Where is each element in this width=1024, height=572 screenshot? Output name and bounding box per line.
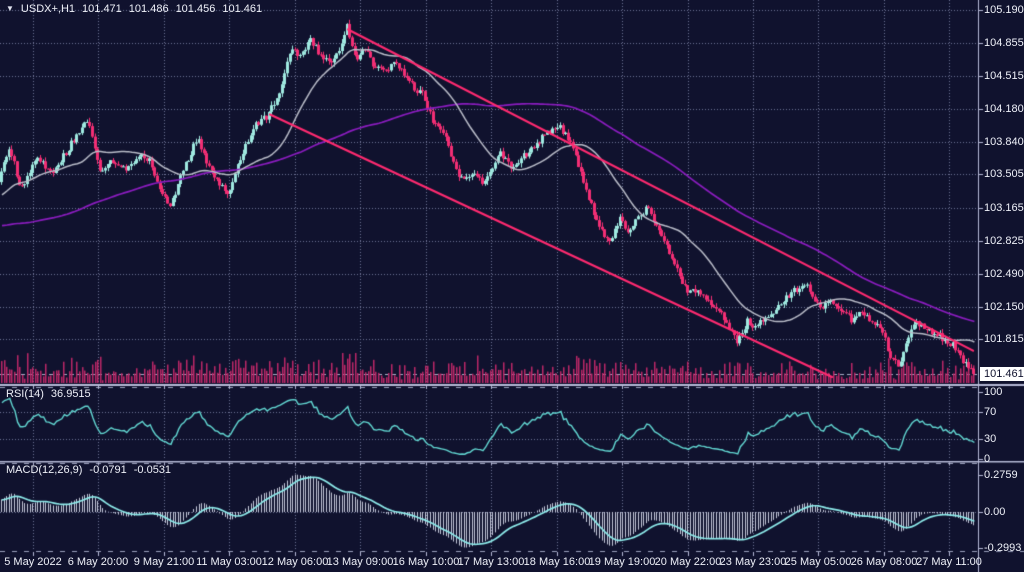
price-axis-label: 104.515 (984, 70, 1024, 82)
macd-indicator-label: MACD(12,26,9) -0.0791 -0.0531 (6, 464, 171, 476)
price-axis-label: 102.150 (984, 301, 1024, 313)
current-price-value: 101.461 (984, 368, 1024, 380)
symbol-dropdown-icon[interactable]: ▼ (6, 4, 14, 13)
ohlc-high: 101.486 (128, 3, 169, 15)
macd-name: MACD(12,26,9) (6, 464, 83, 476)
price-axis-label: 103.505 (984, 168, 1024, 180)
macd-value-2: -0.0531 (133, 464, 172, 476)
macd-axis-label: -0.2993 (984, 542, 1022, 554)
time-axis-label: 17 May 13:00 (457, 556, 525, 568)
price-axis-label: 102.490 (984, 268, 1024, 280)
price-axis-label: 103.840 (984, 136, 1024, 148)
rsi-indicator-label: RSI(14) 36.9515 (6, 388, 91, 400)
price-axis-label: 104.180 (984, 103, 1024, 115)
time-axis-label: 12 May 06:00 (261, 556, 329, 568)
time-axis-label: 23 May 23:00 (719, 556, 787, 568)
rsi-name: RSI(14) (6, 388, 44, 400)
time-axis-label: 19 May 19:00 (588, 556, 656, 568)
time-axis-label: 6 May 20:00 (67, 556, 129, 568)
time-axis-label: 11 May 03:00 (196, 556, 262, 568)
rsi-axis-label: 0 (984, 453, 991, 465)
time-axis-label: 20 May 22:00 (654, 556, 722, 568)
time-axis-label: 26 May 08:00 (850, 556, 918, 568)
chart-header: ▼ USDX+,H1 101.471 101.486 101.456 101.4… (6, 2, 262, 16)
rsi-axis-label: 100 (984, 386, 1003, 398)
price-axis-label: 102.825 (984, 235, 1024, 247)
time-axis-label: 13 May 09:00 (326, 556, 394, 568)
macd-value-1: -0.0791 (89, 464, 127, 476)
time-axis-label: 5 May 2022 (4, 556, 62, 568)
price-axis-label: 104.855 (984, 37, 1024, 49)
macd-axis-label: 0.00 (984, 506, 1006, 518)
time-axis-label: 18 May 16:00 (523, 556, 591, 568)
symbol-timeframe: USDX+,H1 (20, 3, 76, 15)
ohlc-close: 101.461 (222, 3, 263, 15)
time-axis-label: 27 May 11:00 (916, 556, 982, 568)
time-axis-label: 9 May 21:00 (133, 556, 195, 568)
ohlc-low: 101.456 (175, 3, 216, 15)
ohlc-open: 101.471 (82, 3, 122, 15)
time-axis-label: 16 May 10:00 (392, 556, 460, 568)
price-axis-label: 103.165 (984, 202, 1024, 214)
price-axis-label: 105.190 (984, 4, 1024, 16)
current-price-tag: 101.461 (980, 367, 1024, 381)
time-axis-label: 25 May 05:00 (784, 556, 852, 568)
macd-axis-label: 0.2759 (984, 469, 1018, 481)
rsi-axis-label: 30 (984, 433, 997, 445)
rsi-axis-label: 70 (984, 406, 997, 418)
price-axis-label: 101.815 (984, 333, 1024, 345)
rsi-value: 36.9515 (50, 388, 91, 400)
